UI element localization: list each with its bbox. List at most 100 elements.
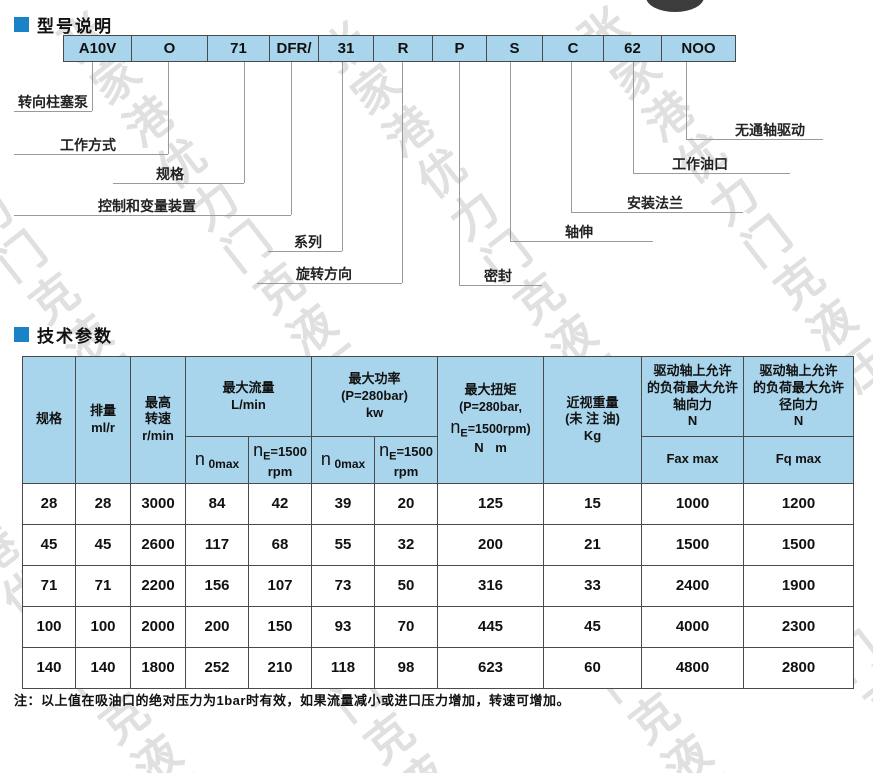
section-title-tech: 技术参数: [37, 327, 113, 346]
table-cell: 117: [185, 523, 249, 566]
connector-hline: [459, 285, 542, 286]
section-bullet-icon: [14, 327, 29, 342]
legend-label: 工作油口: [672, 156, 728, 172]
table-cell: 71: [75, 564, 131, 607]
table-row: 140 140 1800 252 210 118 98 623 60 4800 2800: [22, 646, 855, 689]
table-cell: 2600: [130, 523, 186, 566]
table-cell: 1000: [641, 482, 745, 525]
subcol-n0max: n 0max: [185, 436, 249, 484]
table-cell: 100: [22, 605, 76, 648]
col-header-weight: 近视重量 (未 注 油) Kg: [543, 356, 643, 484]
col-header-axial-load: 驱动轴上允许 的负荷最大允许 轴向力 N: [641, 356, 745, 437]
connector-vline: [633, 62, 634, 173]
connector-vline: [686, 62, 687, 139]
table-cell: 210: [247, 646, 313, 689]
connector-vline: [402, 62, 403, 283]
model-code-cell: 31: [318, 36, 373, 61]
ne-unit: rpm: [267, 463, 293, 479]
table-cell: 1900: [743, 564, 855, 607]
model-code-cell: P: [432, 36, 486, 61]
table-cell: 50: [374, 564, 439, 607]
table-row: 71 71 2200 156 107 73 50 316 33 2400 1900: [22, 564, 855, 607]
col-header-spec: 规格: [22, 356, 76, 484]
col-header-max-speed: 最高 转速 r/min: [130, 356, 186, 484]
table-cell: 200: [185, 605, 249, 648]
section-header-model: 型号说明: [14, 12, 113, 37]
subcol-n0max: n 0max: [311, 436, 376, 484]
table-cell: 200: [437, 523, 545, 566]
torque-title: 最大扭矩: [464, 382, 517, 398]
model-code-cell: 62: [603, 36, 661, 61]
connector-hline: [633, 173, 790, 174]
table-cell: 98: [374, 646, 439, 689]
n-symbol: n: [253, 440, 264, 460]
section-bullet-icon: [14, 17, 29, 32]
connector-vline: [459, 62, 460, 285]
table-cell: 68: [247, 523, 313, 566]
table-cell: 28: [22, 482, 76, 525]
subcol-fq-max: Fq max: [743, 436, 855, 484]
table-cell: 21: [543, 523, 643, 566]
torque-unit: N m: [474, 440, 507, 456]
table-cell: 39: [311, 482, 376, 525]
table-cell: 125: [437, 482, 545, 525]
table-cell: 73: [311, 564, 376, 607]
table-row: 100 100 2000 200 150 93 70 445 45 4000 2300: [22, 605, 855, 648]
table-cell: 55: [311, 523, 376, 566]
col-header-max-power: 最大功率 (P=280bar) kw: [311, 356, 439, 437]
connector-hline: [14, 215, 291, 216]
legend-label: 安装法兰: [627, 195, 683, 211]
table-cell: 252: [185, 646, 249, 689]
connector-vline: [291, 62, 292, 215]
connector-vline: [168, 62, 169, 154]
model-code-cell: S: [486, 36, 542, 61]
table-cell: 4000: [641, 605, 745, 648]
section-header-tech: 技术参数: [14, 322, 113, 347]
n-symbol: n: [379, 440, 390, 460]
model-code-cell: O: [131, 36, 207, 61]
ne-value: =1500: [396, 444, 433, 459]
connector-hline: [113, 183, 244, 184]
col-header-torque: 最大扭矩 (P=280bar, nE=1500rpm) N m: [437, 356, 545, 484]
n-subscript: E: [389, 450, 397, 463]
table-cell: 70: [374, 605, 439, 648]
connector-hline: [14, 111, 92, 112]
connector-vline: [92, 62, 93, 111]
table-cell: 623: [437, 646, 545, 689]
connector-vline: [342, 62, 343, 251]
table-cell: 42: [247, 482, 313, 525]
legend-label: 规格: [156, 166, 184, 182]
table-cell: 71: [22, 564, 76, 607]
subcol-ne1500: nE=1500 rpm: [374, 436, 439, 484]
table-cell: 60: [543, 646, 643, 689]
n-symbol: n: [320, 448, 331, 469]
col-header-max-flow: 最大流量 L/min: [184, 356, 313, 437]
table-cell: 1800: [130, 646, 186, 689]
torque-cond-rest: =1500rpm): [467, 421, 531, 436]
model-code-cell: DFR/: [269, 36, 318, 61]
table-cell: 150: [247, 605, 313, 648]
table-cell: 107: [247, 564, 313, 607]
col-header-displacement: 排量 ml/r: [75, 356, 131, 484]
table-cell: 1500: [641, 523, 745, 566]
subcol-ne1500: nE=1500 rpm: [247, 436, 313, 484]
table-cell: 2800: [743, 646, 855, 689]
connector-hline: [268, 251, 342, 252]
table-cell: 4800: [641, 646, 745, 689]
table-cell: 84: [185, 482, 249, 525]
legend-label: 旋转方向: [296, 266, 352, 282]
table-cell: 2200: [130, 564, 186, 607]
connector-vline: [510, 62, 511, 241]
table-cell: 20: [374, 482, 439, 525]
model-code-cell: A10V: [78, 40, 117, 57]
table-row: 45 45 2600 117 68 55 32 200 21 1500 1500: [22, 523, 855, 566]
table-cell: 1500: [743, 523, 855, 566]
n-subscript: 0max: [208, 456, 240, 471]
legend-label: 无通轴驱动: [735, 122, 805, 138]
table-cell: 45: [22, 523, 76, 566]
connector-vline: [244, 62, 245, 183]
connector-hline: [257, 283, 402, 284]
n-subscript: E: [263, 450, 271, 463]
table-cell: 2300: [743, 605, 855, 648]
